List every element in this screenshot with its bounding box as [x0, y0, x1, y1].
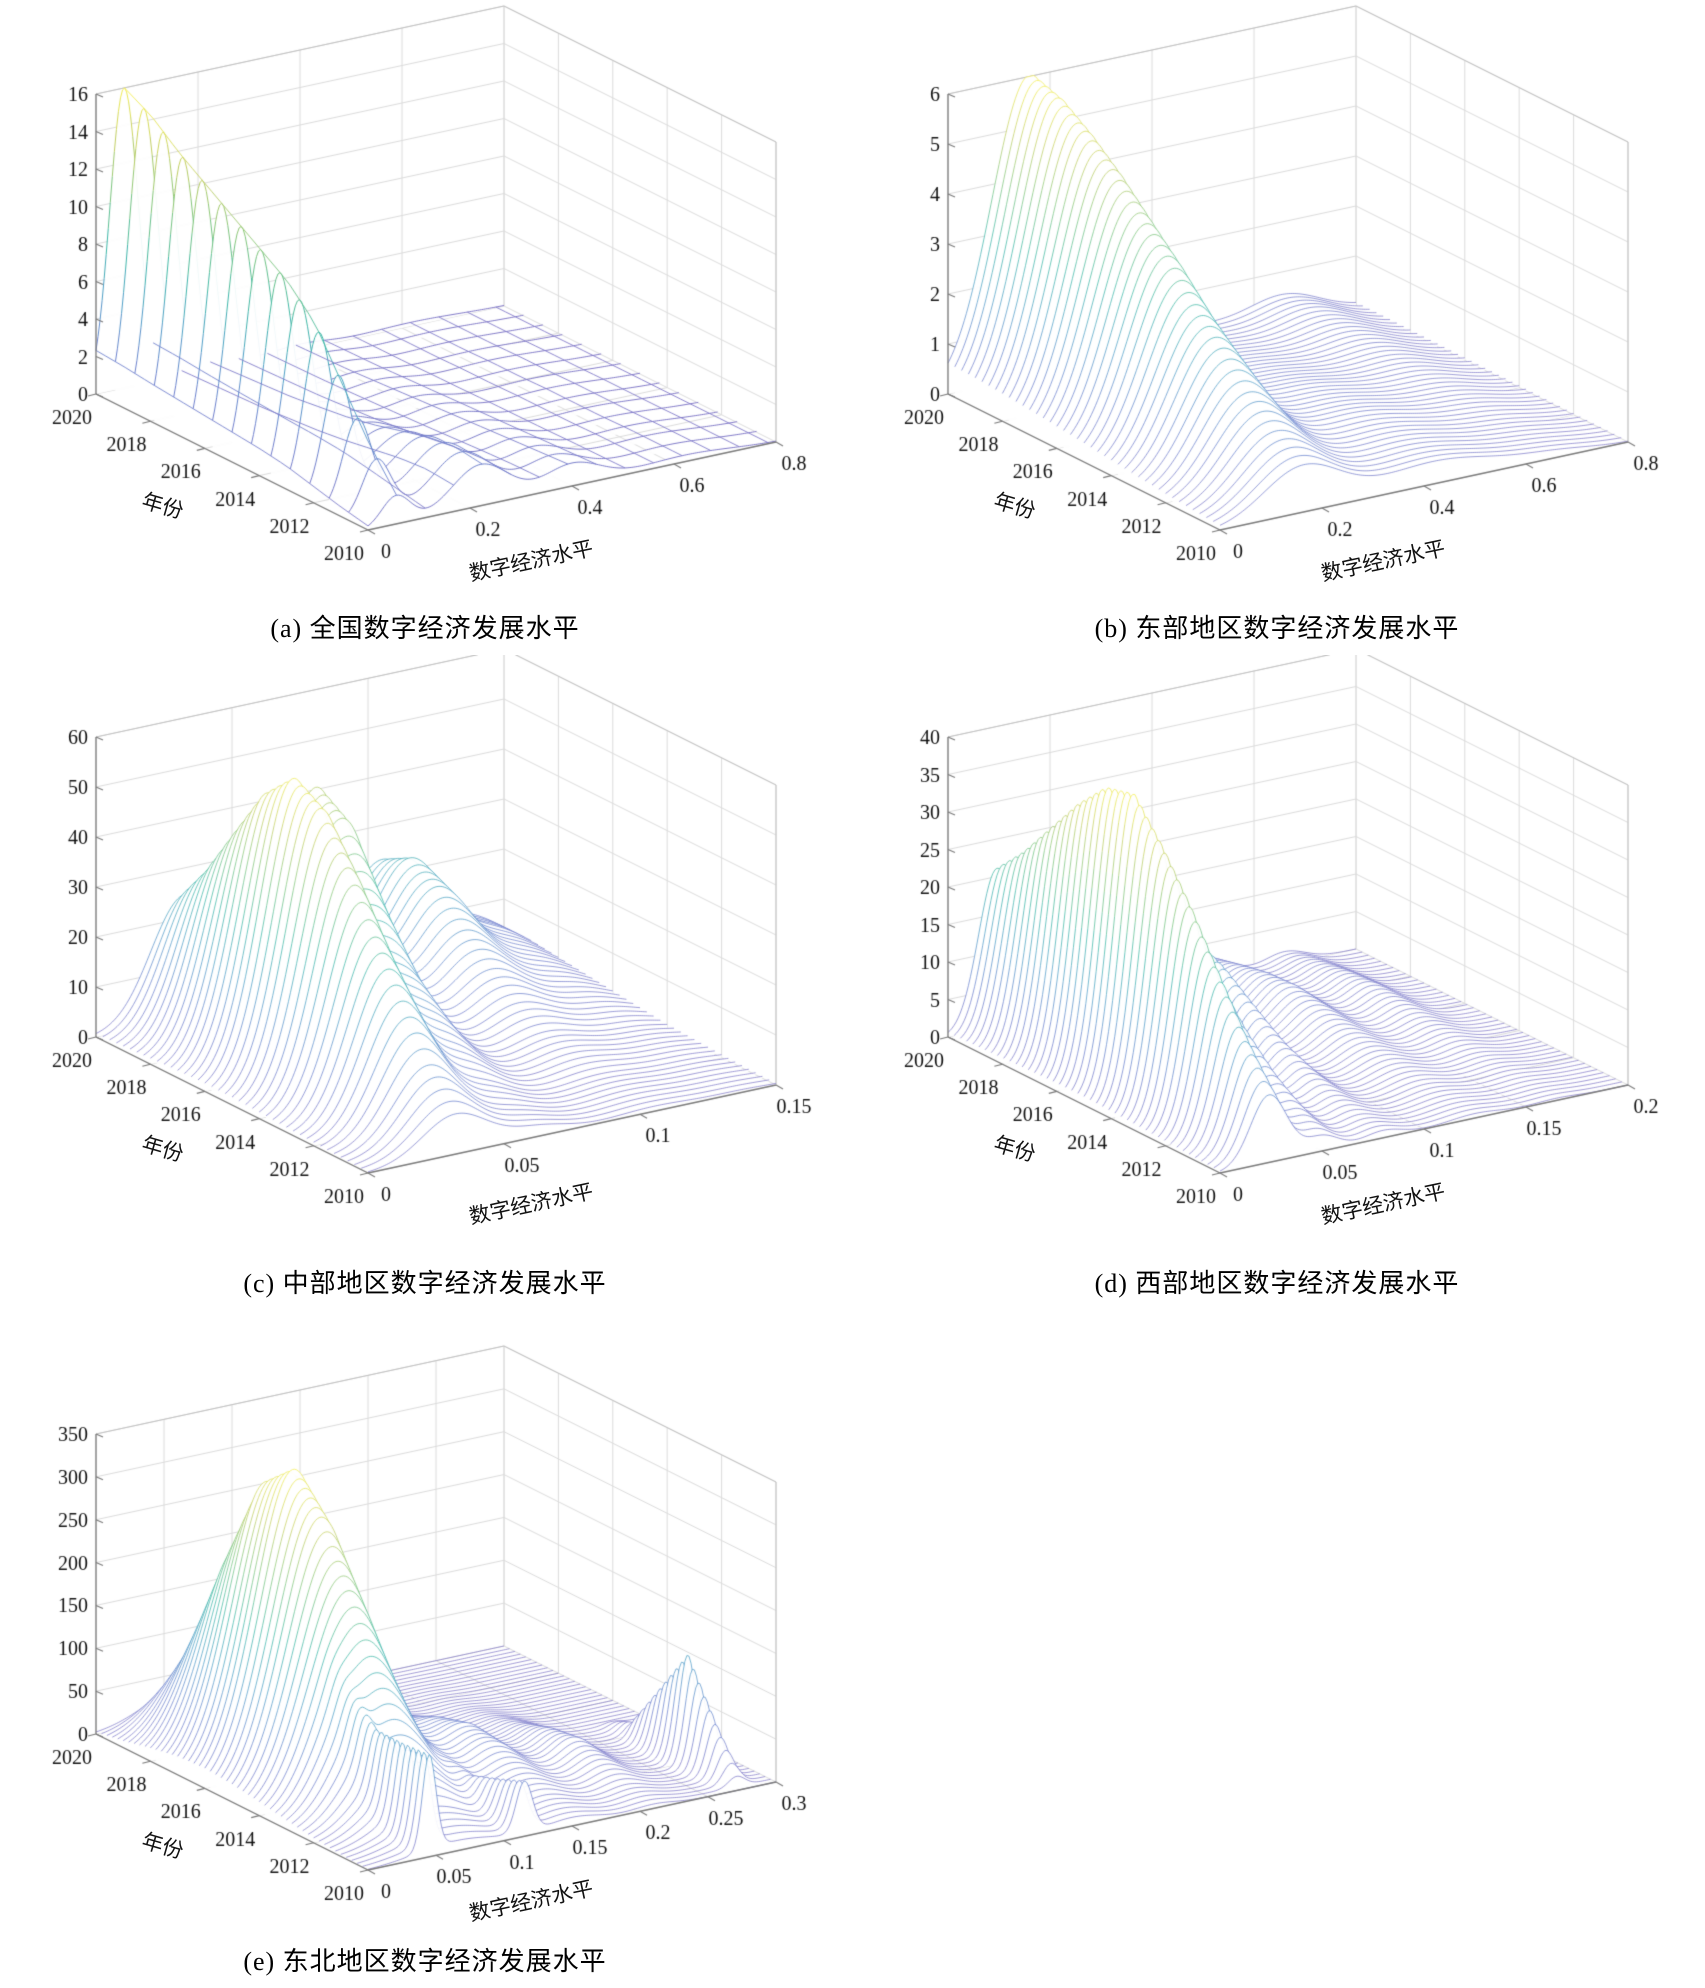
plot-area-d: 年份 数字经济水平 [852, 655, 1702, 1257]
surface-chart-e: 年份 数字经济水平 (e) 东北地区数字经济发展水平 [0, 1310, 852, 1988]
chart-caption-c: (c) 中部地区数字经济发展水平 [243, 1269, 607, 1298]
chart-caption-a: (a) 全国数字经济发展水平 [270, 614, 580, 643]
plot-area-b: 年份 数字经济水平 [852, 0, 1702, 602]
surface-plot-canvas-b [852, 0, 1702, 602]
chart-caption-d: (d) 西部地区数字经济发展水平 [1094, 1269, 1460, 1298]
surface-plot-canvas-a [0, 0, 850, 602]
surface-chart-b: 年份 数字经济水平 (b) 东部地区数字经济发展水平 [852, 0, 1705, 655]
empty-cell [852, 1310, 1705, 1988]
surface-chart-c: 年份 数字经济水平 (c) 中部地区数字经济发展水平 [0, 655, 852, 1310]
surface-chart-d: 年份 数字经济水平 (d) 西部地区数字经济发展水平 [852, 655, 1705, 1310]
chart-caption-b: (b) 东部地区数字经济发展水平 [1094, 614, 1460, 643]
plot-area-c: 年份 数字经济水平 [0, 655, 850, 1257]
surface-plot-canvas-c [0, 655, 850, 1257]
surface-chart-a: 年份 数字经济水平 (a) 全国数字经济发展水平 [0, 0, 852, 655]
surface-plot-canvas-e [0, 1310, 850, 1935]
plot-area-e: 年份 数字经济水平 [0, 1310, 850, 1935]
chart-caption-e: (e) 东北地区数字经济发展水平 [243, 1947, 607, 1976]
surface-plot-canvas-d [852, 655, 1702, 1257]
plot-area-a: 年份 数字经济水平 [0, 0, 850, 602]
